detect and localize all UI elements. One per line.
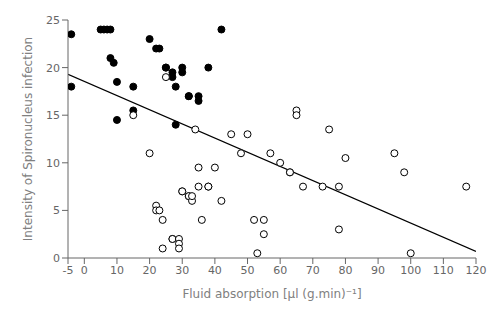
svg-text:80: 80 [338,264,352,277]
svg-text:0: 0 [53,252,60,265]
svg-text:5: 5 [53,204,60,217]
svg-text:20: 20 [46,62,60,75]
svg-text:40: 40 [208,264,222,277]
svg-text:30: 30 [175,264,189,277]
svg-text:50: 50 [241,264,255,277]
svg-text:15: 15 [46,109,60,122]
svg-text:Intensity of Spironucleus infe: Intensity of Spironucleus infection [21,37,35,241]
svg-text:60: 60 [273,264,287,277]
svg-text:10: 10 [46,157,60,170]
svg-text:20: 20 [143,264,157,277]
svg-text:100: 100 [400,264,421,277]
svg-text:Fluid absorption [μl (g.min)⁻¹: Fluid absorption [μl (g.min)⁻¹] [182,287,361,301]
svg-text:70: 70 [306,264,320,277]
svg-text:25: 25 [46,14,60,27]
svg-text:120: 120 [466,264,487,277]
svg-text:110: 110 [433,264,454,277]
svg-text:-5: -5 [63,264,74,277]
svg-text:10: 10 [110,264,124,277]
svg-text:0: 0 [81,264,88,277]
svg-text:90: 90 [371,264,385,277]
